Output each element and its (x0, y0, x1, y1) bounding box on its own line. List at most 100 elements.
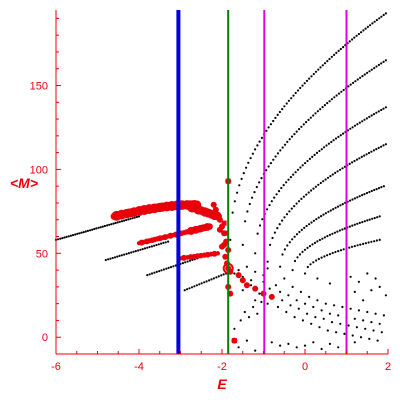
data-point (317, 216, 320, 219)
data-point (120, 220, 124, 223)
data-point (276, 152, 280, 155)
data-point (366, 25, 369, 28)
data-point (326, 60, 329, 63)
data-point (351, 161, 354, 164)
data-point (120, 254, 123, 257)
data-point (303, 248, 307, 251)
data-point (162, 268, 165, 271)
data-point (348, 40, 351, 43)
data-point (127, 252, 130, 255)
data-point (370, 321, 373, 324)
data-point (291, 238, 294, 241)
y-tick-label: 50 (36, 248, 48, 260)
data-point (354, 80, 357, 83)
data-point (364, 327, 367, 330)
data-point (380, 62, 383, 65)
data-point (270, 200, 273, 203)
data-point (318, 326, 321, 329)
data-point (324, 212, 327, 215)
data-point (382, 314, 385, 317)
data-point (367, 151, 371, 155)
data-point (339, 134, 342, 137)
data-point (318, 149, 321, 153)
data-point (270, 341, 273, 344)
x-axis-title: E (217, 376, 227, 392)
data-point (253, 191, 256, 194)
data-point (301, 164, 304, 167)
data-point (300, 197, 303, 200)
data-point (306, 246, 309, 249)
data-point (216, 226, 223, 233)
data-point (352, 81, 355, 84)
data-point (265, 169, 268, 172)
data-point (267, 126, 270, 129)
data-point (288, 138, 291, 141)
data-point (294, 91, 297, 95)
data-point (80, 231, 83, 234)
data-point (320, 215, 323, 218)
data-point (301, 250, 304, 253)
data-point (186, 260, 189, 263)
data-point (214, 211, 221, 218)
data-point (107, 258, 110, 261)
x-tick-label: -6 (51, 361, 61, 373)
data-point (112, 222, 115, 225)
data-point (190, 286, 194, 289)
data-point (376, 339, 379, 342)
data-point (335, 331, 338, 334)
data-point (378, 238, 381, 241)
data-point (384, 59, 387, 62)
data-point (256, 232, 259, 235)
data-point (375, 65, 378, 68)
data-point (377, 110, 380, 113)
data-point (317, 257, 320, 261)
data-point (289, 176, 292, 179)
data-point (320, 256, 323, 259)
data-point (314, 70, 318, 73)
data-point (328, 312, 331, 315)
data-point (315, 151, 319, 154)
data-point (305, 79, 309, 82)
data-point (315, 259, 318, 262)
x-tick-label: -2 (217, 361, 227, 373)
data-point (272, 158, 275, 161)
data-point (116, 255, 119, 258)
data-point (298, 128, 301, 131)
data-point (314, 185, 317, 188)
data-point (254, 270, 257, 273)
data-point (265, 129, 268, 132)
data-point (361, 194, 364, 197)
data-point (327, 142, 330, 145)
data-point (312, 305, 315, 309)
data-point (91, 228, 94, 231)
data-point (310, 221, 313, 224)
data-point (319, 66, 322, 69)
data-point (210, 201, 217, 208)
data-point (251, 196, 254, 199)
data-point (74, 233, 77, 236)
data-point (162, 241, 165, 244)
data-point (134, 250, 137, 253)
data-point (373, 20, 376, 23)
data-point (292, 94, 295, 97)
data-point-square (223, 230, 229, 236)
data-point (358, 221, 361, 224)
data-point (287, 342, 290, 345)
data-point (281, 219, 284, 222)
data-point (113, 256, 117, 259)
data-point (164, 241, 167, 244)
data-point (364, 242, 367, 245)
data-point (123, 219, 126, 222)
data-point (353, 317, 356, 320)
data-point (368, 337, 371, 340)
data-point (332, 139, 335, 142)
data-point (331, 173, 334, 176)
data-point (295, 130, 298, 133)
data-point (378, 322, 381, 325)
data-point (310, 189, 313, 192)
data-point (362, 299, 365, 302)
data-point (57, 238, 60, 241)
data-point (360, 155, 363, 158)
data-point (131, 217, 134, 220)
data-point (208, 279, 211, 282)
